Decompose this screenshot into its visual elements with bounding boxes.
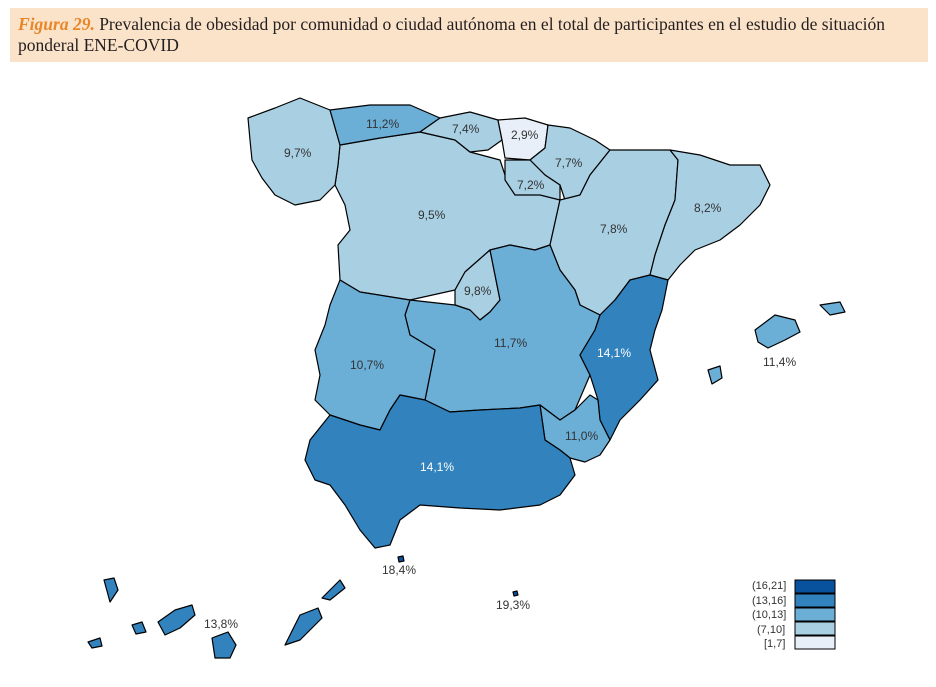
legend: (16,21] (13,16] (10,13] (7,10] [1,7]	[752, 579, 836, 650]
region-canarias-tenerife	[157, 604, 196, 636]
region-andalucia	[304, 394, 576, 549]
legend-label-13-16: (13,16]	[752, 595, 786, 607]
label-baleares: 11,4%	[763, 355, 796, 369]
region-cantabria	[419, 111, 503, 153]
regions	[87, 97, 846, 659]
label-castilla-leon: 9,5%	[418, 208, 446, 222]
label-murcia: 11,0%	[565, 429, 598, 443]
region-canarias-la-gomera	[131, 621, 147, 635]
legend-swatch-13-16	[794, 593, 836, 608]
label-melilla: 19,3%	[496, 598, 530, 612]
label-galicia: 9,7%	[284, 146, 312, 160]
region-canarias-fuerteventura	[284, 607, 323, 646]
region-labels: 9,7% 11,2% 7,4% 2,9% 7,7% 7,2% 9,5% 7,8%…	[204, 117, 796, 631]
region-baleares-ibiza	[707, 365, 723, 385]
label-aragon: 7,8%	[600, 222, 628, 236]
legend-swatch-7-10	[794, 621, 836, 636]
label-asturias: 11,2%	[366, 117, 399, 131]
label-navarra: 7,7%	[555, 156, 583, 170]
legend-label-16-21: (16,21]	[752, 580, 786, 592]
label-castilla-la-mancha: 11,7%	[494, 336, 527, 350]
figure-caption-text: Prevalencia de obesidad por comunidad o …	[18, 14, 885, 55]
region-canarias-el-hierro	[87, 637, 103, 649]
label-pais-vasco: 2,9%	[511, 128, 539, 142]
region-melilla	[512, 590, 519, 597]
label-cantabria: 7,4%	[452, 122, 480, 136]
legend-swatch-10-13	[794, 607, 836, 622]
region-galicia	[247, 97, 341, 206]
region-cataluna	[649, 149, 771, 281]
label-cataluna: 8,2%	[694, 201, 722, 215]
legend-swatch-1-7	[794, 635, 836, 650]
legend-label-1-7: [1,7]	[764, 638, 785, 650]
label-madrid: 9,8%	[464, 284, 492, 298]
legend-label-7-10: (7,10]	[757, 624, 785, 636]
region-canarias-gran-canaria	[211, 631, 237, 659]
legend-label-10-13: (10,13]	[752, 609, 786, 621]
label-la-rioja: 7,2%	[517, 178, 545, 192]
region-canarias-lanzarote	[321, 579, 346, 601]
region-baleares-mallorca	[754, 314, 801, 349]
label-valencia: 14,1%	[597, 346, 631, 360]
legend-swatch-16-21	[794, 579, 836, 594]
figure-label: Figura 29.	[18, 14, 95, 34]
figure-caption: Figura 29. Prevalencia de obesidad por c…	[10, 8, 928, 62]
region-baleares-menorca	[819, 301, 846, 316]
label-extremadura: 10,7%	[350, 358, 384, 372]
label-canarias: 13,8%	[204, 617, 238, 631]
region-ceuta	[397, 555, 405, 563]
label-andalucia: 14,1%	[420, 460, 454, 474]
label-ceuta: 18,4%	[382, 563, 416, 577]
region-canarias-la-palma	[103, 577, 119, 603]
